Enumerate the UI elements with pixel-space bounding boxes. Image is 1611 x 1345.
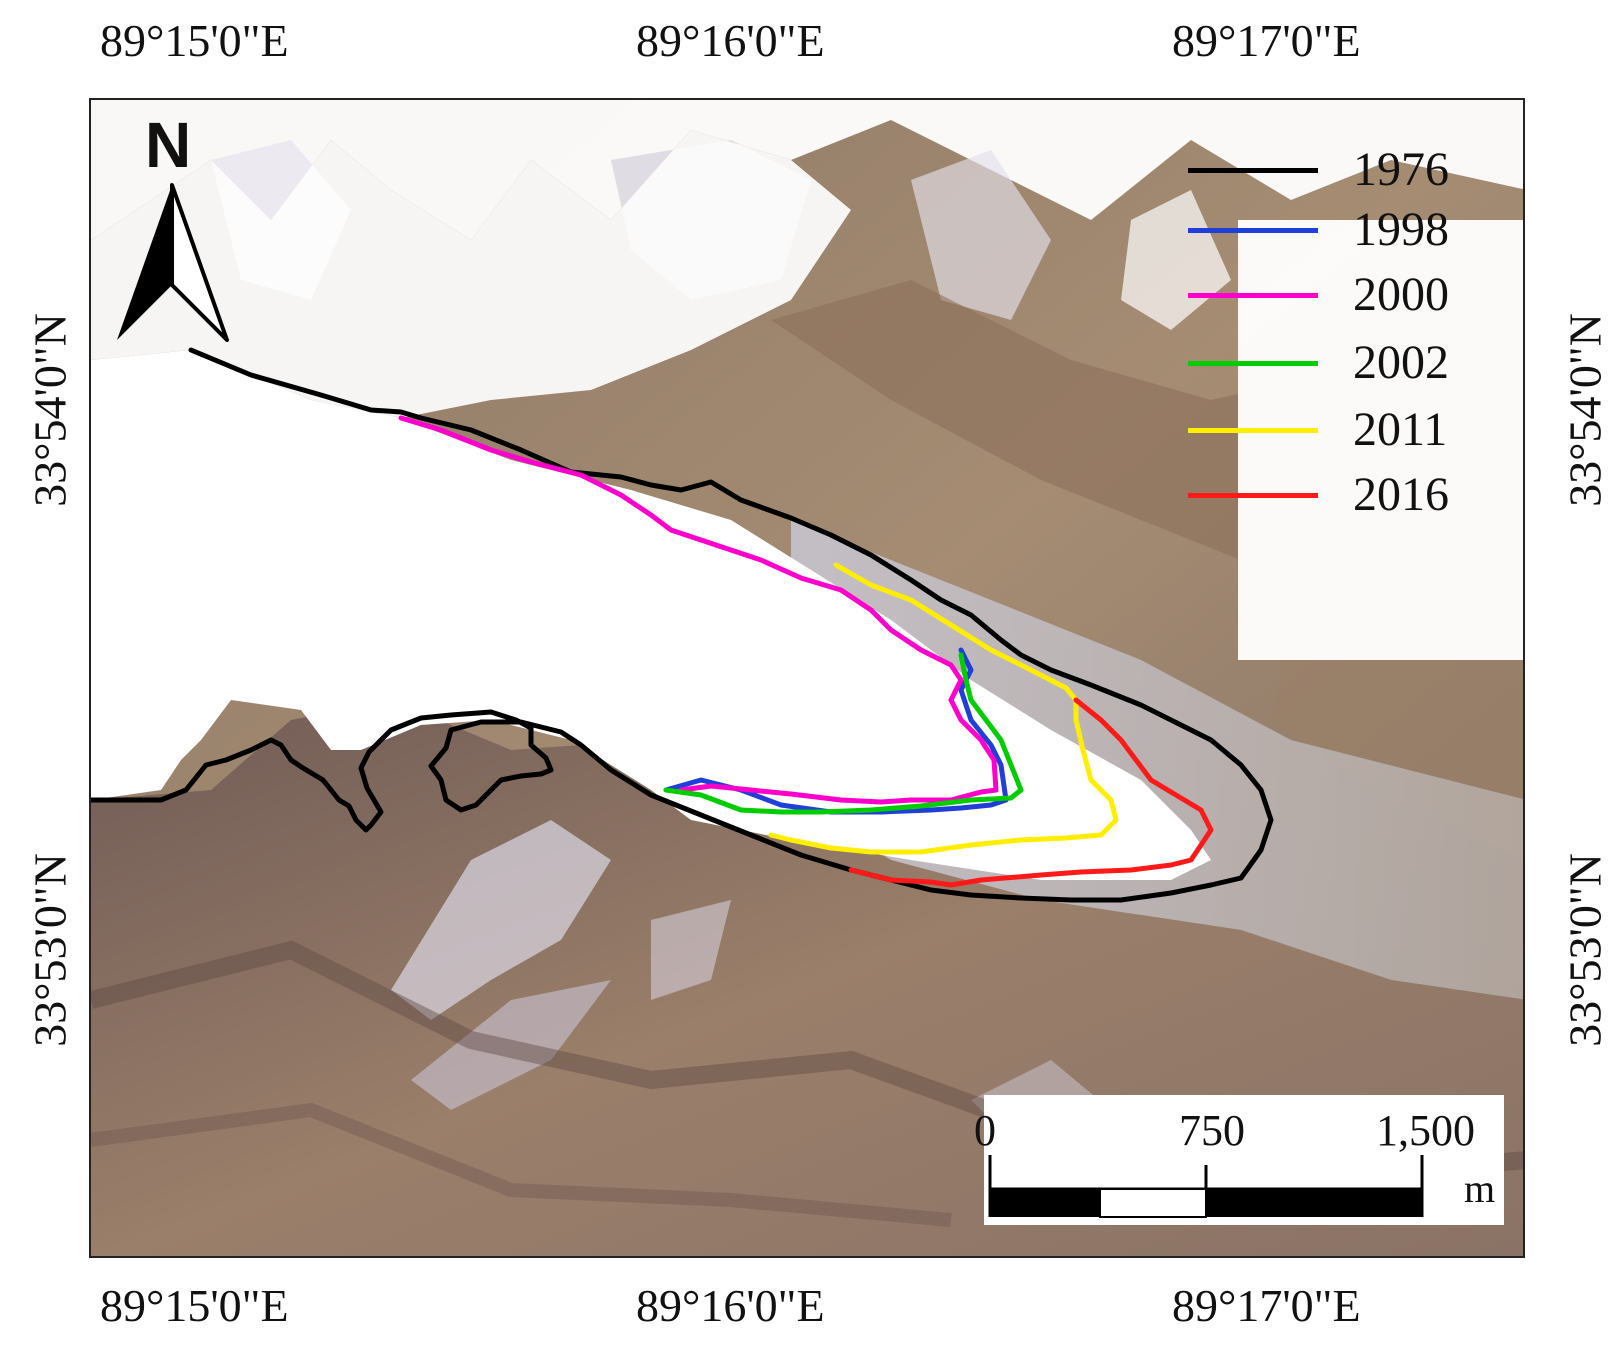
top-longitude-label-3: 89°17'0"E (1172, 15, 1361, 66)
top-longitude-label-2: 89°16'0"E (636, 15, 825, 66)
scale-bar: 0 750 1,500 m (974, 1095, 1504, 1225)
legend-label-2016: 2016 (1353, 468, 1449, 521)
snow-streak (651, 900, 731, 1000)
legend-label-2011: 2011 (1353, 403, 1448, 456)
snow-patch (911, 150, 1051, 320)
legend-label-2002: 2002 (1353, 336, 1449, 389)
legend-item-2016: 2016 (1178, 465, 1478, 525)
snow-streak (391, 820, 611, 1020)
top-longitude-label-1: 89°15'0"E (100, 15, 289, 66)
ridge-line (91, 1102, 952, 1227)
bottom-longitude-label-2: 89°16'0"E (636, 1280, 825, 1331)
legend-label-1998: 1998 (1353, 203, 1449, 256)
scale-bar-graphic (988, 1155, 1424, 1218)
outline-2000 (398, 415, 999, 805)
legend-item-2002: 2002 (1178, 333, 1478, 393)
legend-swatch-1998 (1188, 228, 1318, 233)
legend-label-1976: 1976 (1353, 143, 1449, 196)
outline-2011 (768, 562, 1119, 855)
left-latitude-label-1: 33°54'0"N (24, 313, 76, 507)
bottom-longitude-label-1: 89°15'0"E (100, 1280, 289, 1331)
north-label: N (145, 109, 192, 181)
outline-2002 (663, 652, 1024, 815)
snow-streak (411, 980, 611, 1110)
legend-swatch-2002 (1188, 361, 1318, 366)
snow-patch (91, 100, 1523, 240)
legend-item-1976: 1976 (1178, 140, 1478, 200)
glacier-ice (91, 130, 851, 418)
legend-swatch-1976 (1188, 168, 1318, 173)
legend-swatch-2011 (1188, 428, 1318, 433)
scale-tick-1500: 1,500 (1376, 1106, 1475, 1155)
outline-1976 (91, 347, 1274, 903)
scale-tick-750: 750 (1179, 1106, 1245, 1155)
legend-swatch-2016 (1188, 493, 1318, 498)
legend-item-2000: 2000 (1178, 265, 1478, 325)
bottom-longitude-label-3: 89°17'0"E (1172, 1280, 1361, 1331)
legend-item-2011: 2011 (1178, 400, 1478, 460)
left-latitude-label-2: 33°53'0"N (24, 853, 76, 1047)
legend-swatch-2000 (1188, 293, 1318, 298)
north-arrow-icon (117, 183, 229, 342)
outline-2016 (848, 697, 1214, 888)
glacier-outlines (91, 347, 1274, 903)
outline-1998 (663, 647, 1009, 815)
legend-item-1998: 1998 (1178, 200, 1478, 260)
glacier-ice (91, 350, 1211, 880)
right-latitude-label-1: 33°54'0"N (1559, 313, 1611, 507)
scale-unit: m (1464, 1166, 1496, 1211)
legend-label-2000: 2000 (1353, 268, 1449, 321)
scale-tick-0: 0 (974, 1106, 996, 1155)
right-latitude-label-2: 33°53'0"N (1559, 853, 1611, 1047)
